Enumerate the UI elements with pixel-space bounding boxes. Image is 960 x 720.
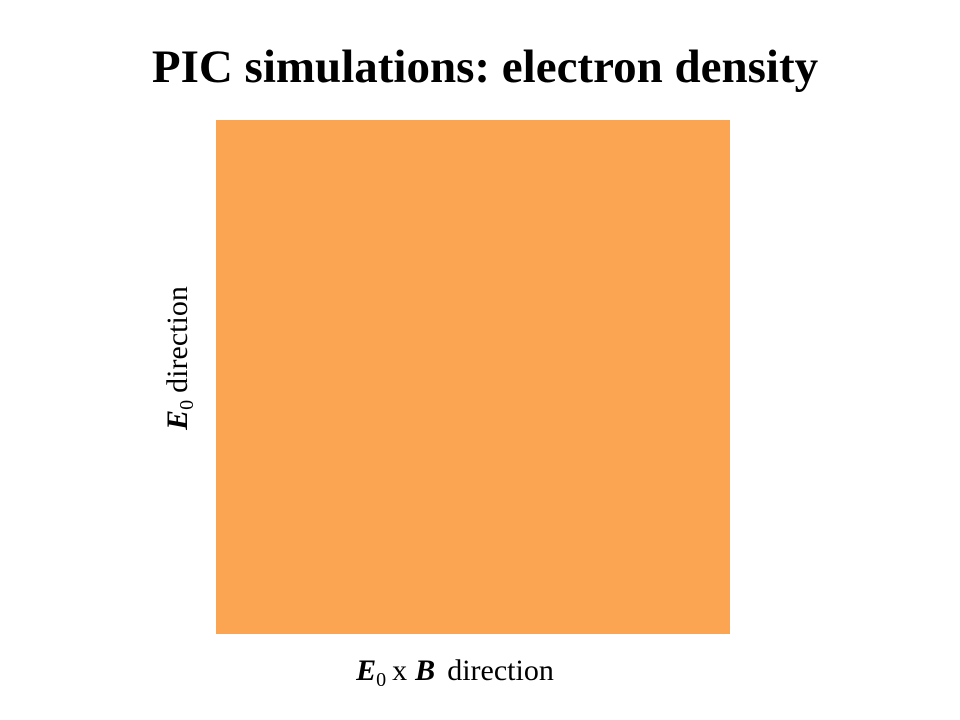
y-label-subscript: 0 [176, 400, 198, 410]
y-label-text: direction [161, 286, 194, 393]
slide-title: PIC simulations: electron density [152, 41, 819, 93]
x-label-symbol2: B [414, 654, 435, 687]
density-panel [216, 120, 730, 634]
x-label-text: direction [447, 654, 554, 687]
x-label-symbol: E [355, 654, 376, 687]
x-label-operator: x [392, 654, 407, 687]
x-label-subscript: 0 [376, 669, 386, 691]
y-axis-label: E0 direction [161, 286, 198, 431]
y-label-symbol: E [161, 410, 194, 431]
